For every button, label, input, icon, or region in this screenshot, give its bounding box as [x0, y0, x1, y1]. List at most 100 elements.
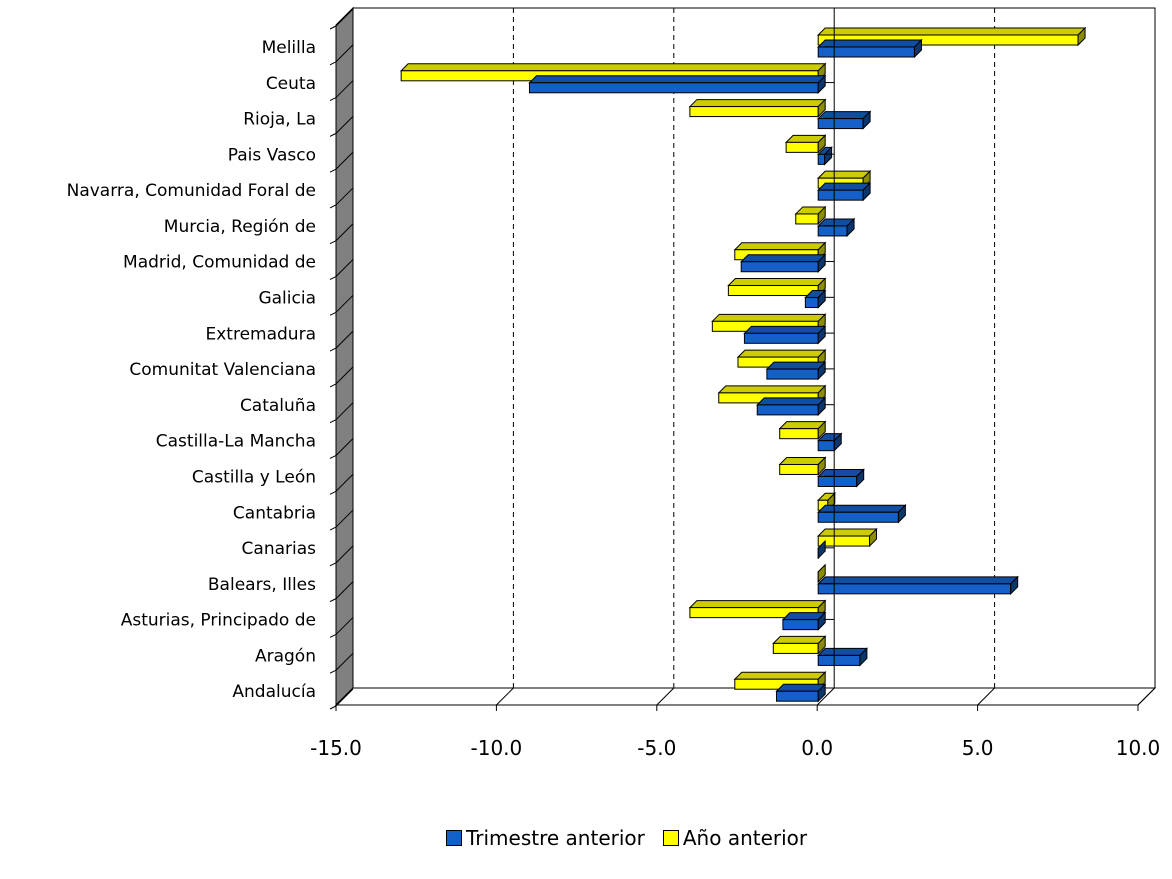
cat-tick-4 — [335, 545, 354, 564]
bar-trimestre-0-end — [817, 683, 826, 703]
cat-tick-out-8 — [329, 419, 337, 424]
bar-ano-15-end — [817, 134, 826, 154]
bar-ano-9-top — [736, 349, 827, 358]
bar-ano-4-end — [869, 527, 878, 548]
bar-trimestre-8-end — [817, 396, 826, 417]
bar-trimestre-12-front — [740, 261, 819, 273]
cat-tick-out-17 — [329, 97, 337, 102]
cat-tick-out-13 — [329, 240, 337, 245]
cat-tick-out-2 — [329, 633, 337, 638]
bar-trimestre-1-end — [859, 647, 868, 667]
category-label-18: Melilla — [262, 38, 316, 58]
bar-trimestre-1-front — [817, 654, 861, 666]
bar-trimestre-16 — [816, 110, 872, 130]
bar-trimestre-12 — [740, 253, 827, 273]
bar-ano-14-top — [816, 170, 872, 179]
bar-ano-17-top — [399, 63, 827, 72]
category-label-2: Asturias, Principado de — [121, 611, 316, 631]
cat-tick-9 — [335, 366, 354, 385]
cat-tick-5 — [335, 509, 354, 528]
cat-tick-2 — [335, 617, 354, 635]
bar-trimestre-9 — [765, 360, 827, 381]
bar-trimestre-15 — [816, 146, 833, 166]
bar-ano-15 — [784, 134, 827, 154]
bar-ano-2-top — [688, 600, 827, 609]
bar-trimestre-13-front — [817, 225, 848, 237]
bar-trimestre-6-front — [817, 475, 858, 487]
bar-trimestre-10 — [743, 325, 827, 345]
floor-gridline-5 — [1137, 687, 1156, 706]
cat-tick-1 — [335, 652, 354, 671]
legend-swatch-ano — [662, 830, 679, 846]
bar-trimestre-17-end — [817, 74, 826, 94]
cat-tick-out-19 — [329, 25, 337, 30]
back-wall — [352, 7, 1156, 689]
bar-ano-6-end — [817, 456, 826, 476]
category-label-12: Madrid, Comunidad de — [123, 253, 316, 273]
bar-trimestre-16-top — [816, 111, 872, 120]
bar-ano-7-front — [779, 428, 819, 440]
bar-trimestre-15-front — [817, 153, 826, 165]
bar-ano-1-end — [817, 635, 826, 655]
bar-trimestre-4-end — [817, 539, 826, 560]
legend-swatch-trimestre — [446, 830, 462, 846]
cat-tick-out-1 — [329, 669, 337, 674]
bar-trimestre-8 — [756, 396, 827, 417]
cat-tick-17 — [335, 80, 354, 98]
cat-tick-out-0 — [329, 705, 337, 710]
bar-ano-6 — [778, 456, 827, 476]
cat-tick-out-5 — [329, 526, 337, 531]
cat-tick-out-14 — [329, 204, 337, 209]
legend-label-ano: Año anterior — [682, 826, 808, 850]
bar-trimestre-17-top — [528, 75, 827, 84]
category-label-11: Galicia — [258, 289, 316, 309]
bar-ano-16-top — [688, 99, 827, 108]
bar-trimestre-0 — [775, 683, 827, 703]
x-tick-label-4: 5.0 — [962, 736, 994, 760]
side-wall — [335, 6, 354, 707]
bar-trimestre-6-top — [816, 468, 865, 477]
bar-trimestre-14-front — [817, 189, 864, 201]
bar-trimestre-6-end — [856, 468, 865, 488]
legend: Trimestre anterior Año anterior — [446, 824, 825, 852]
cat-tick-out-7 — [329, 455, 337, 459]
bar-ano-13-front — [795, 213, 819, 225]
cat-tick-11 — [335, 294, 354, 313]
floor-gridline-2 — [656, 687, 675, 706]
legend-item-trimestre: Trimestre anterior — [446, 826, 645, 850]
bar-trimestre-9-front — [766, 368, 819, 380]
cat-tick-out-12 — [329, 276, 337, 280]
bar-trimestre-15-end — [824, 146, 833, 166]
bar-ano-13 — [794, 205, 827, 226]
bar-trimestre-16-front — [817, 118, 864, 130]
bar-ano-11-top — [727, 278, 827, 287]
bar-trimestre-6 — [816, 468, 865, 488]
category-label-4: Canarias — [242, 539, 317, 559]
bar-trimestre-11-end — [817, 289, 826, 309]
bar-trimestre-8-top — [756, 397, 827, 406]
cat-tick-19 — [335, 8, 354, 27]
bar-ano-7-top — [778, 421, 827, 430]
chart-walls — [334, 6, 1157, 707]
category-label-15: Pais Vasco — [228, 145, 316, 165]
bar-ano-18-end — [1077, 26, 1086, 47]
bar-trimestre-12-end — [817, 253, 826, 273]
bar-trimestre-18-end — [913, 38, 922, 59]
bar-ano-18-top — [816, 27, 1087, 36]
labels: -15.0 -10.0 -5.0 0.0 5.0 10.0 Andalucía Aragón A… — [67, 38, 1161, 760]
bar-trimestre-17 — [528, 74, 827, 94]
cat-tick-3 — [335, 581, 354, 599]
bar-ano-15-front — [785, 141, 819, 153]
bar-ano-8-top — [717, 385, 827, 394]
x-tick-label-0: -15.0 — [310, 736, 362, 760]
bar-trimestre-18-top — [816, 39, 923, 48]
x-tick-label-1: -10.0 — [471, 736, 523, 760]
floor-gridline-3 — [816, 687, 835, 706]
bar-trimestre-5-front — [817, 511, 899, 523]
gridlines — [335, 8, 1156, 706]
floor-gridline-4 — [977, 687, 995, 706]
cat-tick-14 — [335, 187, 354, 206]
bar-trimestre-13-end — [846, 217, 855, 238]
bar-trimestre-7-front — [817, 440, 835, 452]
bar-trimestre-14-end — [862, 181, 871, 202]
